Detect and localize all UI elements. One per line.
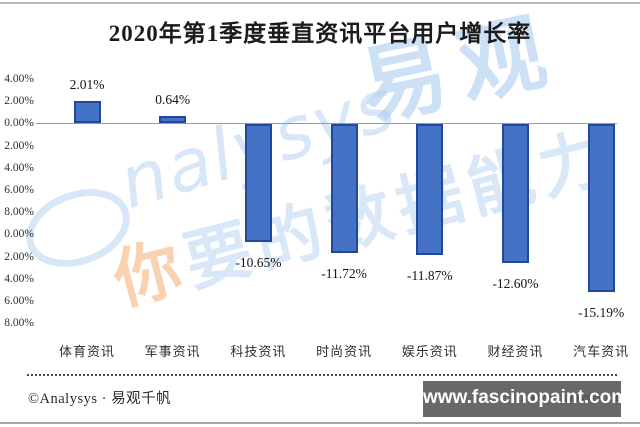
- category-label: 科技资讯: [230, 344, 287, 359]
- zero-axis-line: [36, 123, 617, 124]
- category-label: 军事资讯: [144, 344, 201, 359]
- category-label: 汽车资讯: [573, 344, 630, 359]
- y-axis-tick-label: 0.00%: [4, 228, 34, 241]
- bar: [73, 101, 101, 124]
- y-axis-tick-label: 8.00%: [4, 317, 34, 330]
- y-axis-tick-label: 6.00%: [4, 295, 34, 307]
- y-axis-tick-label: 4.00%: [4, 272, 34, 285]
- footer-divider: [27, 374, 617, 376]
- bar-value-label: 0.64%: [155, 92, 191, 108]
- bar-value-label: -15.19%: [578, 304, 625, 320]
- category-label: 体育资讯: [58, 344, 115, 359]
- overlay-badge-url-text: www.fascinopaint.com: [423, 387, 629, 408]
- chart-title: 2020年第1季度垂直资讯平台用户增长率: [108, 21, 532, 46]
- bottom-divider: [0, 422, 640, 424]
- bar: [502, 123, 529, 264]
- bar-value-label: 2.01%: [69, 77, 105, 93]
- top-divider: [0, 2, 640, 4]
- bar: [330, 123, 358, 254]
- y-axis-tick-label: 8.00%: [4, 206, 34, 219]
- category-label: 财经资讯: [487, 344, 544, 359]
- copyright-text: ©Analysys · 易观千帆: [28, 391, 172, 407]
- y-axis-tick-label: 0.00%: [4, 117, 34, 130]
- overlay-badge: [423, 381, 621, 417]
- bar-value-label: -10.65%: [235, 254, 282, 270]
- category-label: 娱乐资讯: [401, 344, 458, 359]
- category-label: 时尚资讯: [316, 344, 373, 359]
- source-url-text: www.analysys.cn: [527, 389, 618, 404]
- y-axis-tick-label: 2.00%: [4, 95, 34, 108]
- bar: [244, 123, 272, 242]
- y-axis-tick-label: 2.00%: [4, 250, 34, 263]
- bar-value-label: -11.87%: [406, 268, 453, 284]
- bar: [587, 123, 615, 292]
- y-axis-tick-label: 2.00%: [4, 139, 34, 152]
- y-axis-tick-label: 4.00%: [4, 161, 34, 174]
- y-axis-tick-label: 4.00%: [4, 73, 34, 85]
- y-axis-tick-label: 6.00%: [4, 184, 34, 196]
- bar: [416, 123, 444, 256]
- bar-value-label: -11.72%: [321, 266, 367, 282]
- bar-value-label: -12.60%: [492, 276, 539, 292]
- bar: [159, 116, 187, 124]
